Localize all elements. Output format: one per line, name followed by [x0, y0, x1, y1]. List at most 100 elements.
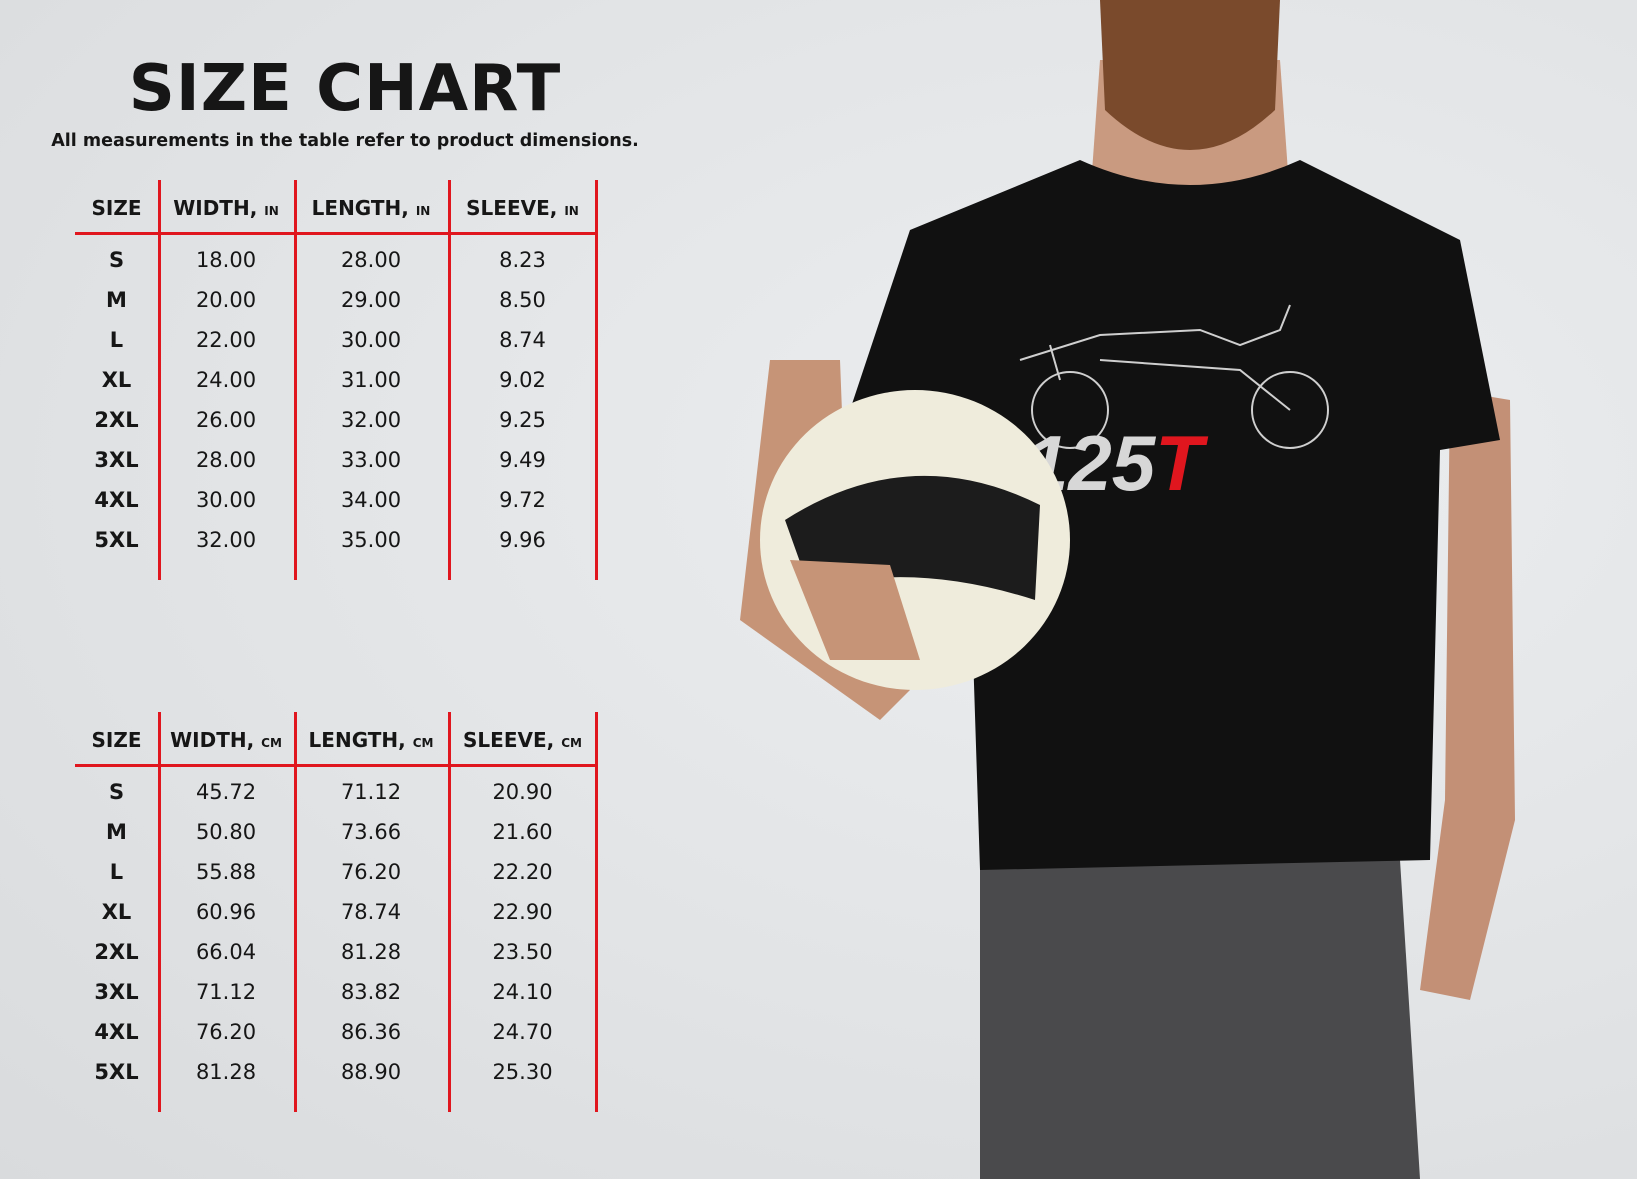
column-divider — [448, 712, 451, 1112]
motorcycle-graphic — [1019, 304, 1329, 449]
model-photo: 125T — [740, 0, 1515, 1179]
size-label: 5XL — [94, 1060, 139, 1084]
header-divider — [75, 232, 597, 235]
column-divider — [294, 180, 297, 580]
hand — [790, 560, 920, 660]
measurement-cell: 20.00 — [195, 288, 257, 312]
measurement-cell: 20.90 — [492, 780, 553, 804]
header-label: LENGTH, — [311, 196, 409, 220]
measurement-cell: 25.30 — [492, 1060, 553, 1084]
size-table-cm: SIZE WIDTH, CM LENGTH, CM SLEEVE, CM S 45.72 7… — [75, 712, 598, 1112]
measurement-cell: 9.02 — [499, 368, 546, 392]
measurement-cell: 86.36 — [340, 1020, 402, 1044]
size-label: XL — [101, 368, 132, 392]
measurement-cell: 33.00 — [340, 448, 402, 472]
measurement-cell: 76.20 — [195, 1020, 257, 1044]
measurement-cell: 22.90 — [492, 900, 553, 924]
column-header: LENGTH, IN — [294, 196, 448, 220]
measurement-cell: 66.04 — [195, 940, 257, 964]
measurement-cell: 8.50 — [499, 288, 546, 312]
measurement-cell: 18.00 — [195, 248, 257, 272]
measurement-cell: 31.00 — [340, 368, 402, 392]
measurement-cell: 28.00 — [340, 248, 402, 272]
measurement-cell: 21.60 — [492, 820, 553, 844]
measurement-cell: 50.80 — [195, 820, 257, 844]
header-label: SLEEVE, — [466, 196, 558, 220]
size-label: S — [108, 248, 125, 272]
column-header: SLEEVE, CM — [448, 728, 597, 752]
measurement-cell: 24.10 — [492, 980, 553, 1004]
jeans — [980, 860, 1420, 1179]
header-label: LENGTH, — [308, 728, 406, 752]
header-unit: CM — [412, 736, 434, 750]
measurement-cell: 23.50 — [492, 940, 553, 964]
size-label: 3XL — [94, 448, 139, 472]
measurement-cell: 78.74 — [340, 900, 402, 924]
header-unit: IN — [564, 204, 579, 218]
header-label: WIDTH, — [173, 196, 258, 220]
measurement-cell: 24.00 — [195, 368, 257, 392]
measurement-cell: 32.00 — [195, 528, 257, 552]
size-label: 5XL — [94, 528, 139, 552]
header-label: SLEEVE, — [463, 728, 555, 752]
measurement-cell: 71.12 — [340, 780, 402, 804]
size-table-inches: SIZE WIDTH, IN LENGTH, IN SLEEVE, IN S 18.00 2… — [75, 180, 598, 580]
header-label: WIDTH, — [170, 728, 255, 752]
measurement-cell: 26.00 — [195, 408, 257, 432]
header-divider — [75, 764, 597, 767]
column-divider — [158, 712, 161, 1112]
header-label: SIZE — [91, 196, 142, 220]
page-subtitle: All measurements in the table refer to p… — [51, 131, 639, 151]
measurement-cell: 9.25 — [499, 408, 546, 432]
size-label: 4XL — [94, 1020, 139, 1044]
size-label: S — [108, 780, 125, 804]
size-label: XL — [101, 900, 132, 924]
size-label: 4XL — [94, 488, 139, 512]
measurement-cell: 30.00 — [340, 328, 402, 352]
measurement-cell: 22.00 — [195, 328, 257, 352]
page-title: SIZE CHART — [128, 52, 562, 126]
measurement-cell: 9.96 — [499, 528, 546, 552]
measurement-cell: 83.82 — [340, 980, 402, 1004]
column-header: LENGTH, CM — [294, 728, 448, 752]
size-label: M — [106, 288, 127, 312]
column-header: SIZE — [75, 196, 158, 220]
measurement-cell: 60.96 — [195, 900, 257, 924]
size-label: L — [109, 328, 124, 352]
measurement-cell: 45.72 — [195, 780, 257, 804]
measurement-cell: 22.20 — [492, 860, 553, 884]
header-unit: IN — [264, 204, 279, 218]
measurement-cell: 8.23 — [499, 248, 546, 272]
size-label: 2XL — [94, 408, 139, 432]
column-header: WIDTH, CM — [158, 728, 294, 752]
size-label: 2XL — [94, 940, 139, 964]
column-header: SLEEVE, IN — [448, 196, 597, 220]
beard — [1100, 0, 1280, 150]
size-label: 3XL — [94, 980, 139, 1004]
column-divider — [595, 180, 598, 580]
measurement-cell: 55.88 — [195, 860, 257, 884]
column-divider — [158, 180, 161, 580]
measurement-cell: 28.00 — [195, 448, 257, 472]
size-label: L — [109, 860, 124, 884]
measurement-cell: 81.28 — [195, 1060, 257, 1084]
measurement-cell: 73.66 — [340, 820, 402, 844]
column-header: SIZE — [75, 728, 158, 752]
t-shirt — [840, 160, 1500, 870]
header-unit: CM — [561, 736, 582, 750]
measurement-cell: 35.00 — [340, 528, 402, 552]
measurement-cell: 24.70 — [492, 1020, 553, 1044]
measurement-cell: 71.12 — [195, 980, 257, 1004]
measurement-cell: 76.20 — [340, 860, 402, 884]
column-divider — [595, 712, 598, 1112]
right-arm — [1420, 390, 1515, 1000]
measurement-cell: 34.00 — [340, 488, 402, 512]
measurement-cell: 9.49 — [499, 448, 546, 472]
column-divider — [294, 712, 297, 1112]
header-unit: IN — [415, 204, 431, 218]
header-unit: CM — [261, 736, 282, 750]
column-header: WIDTH, IN — [158, 196, 294, 220]
measurement-cell: 29.00 — [340, 288, 402, 312]
measurement-cell: 30.00 — [195, 488, 257, 512]
measurement-cell: 32.00 — [340, 408, 402, 432]
